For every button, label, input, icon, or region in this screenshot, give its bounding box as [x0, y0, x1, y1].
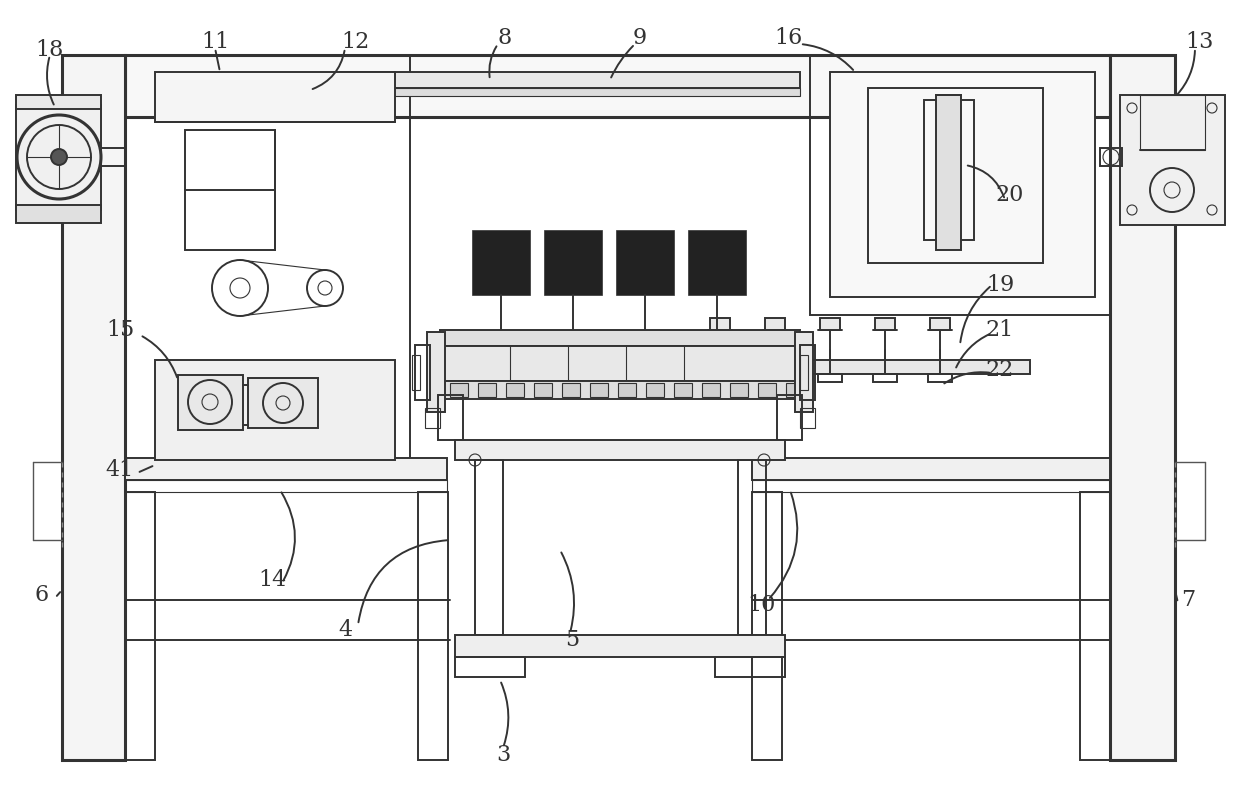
- Bar: [125, 55, 410, 465]
- Text: 5: 5: [565, 629, 579, 651]
- Bar: [758, 383, 776, 397]
- Bar: [415, 345, 430, 400]
- Text: 13: 13: [1185, 31, 1214, 53]
- Bar: [16, 95, 100, 109]
- Bar: [751, 458, 1110, 480]
- Bar: [155, 72, 396, 122]
- Bar: [675, 383, 692, 397]
- Text: 6: 6: [35, 584, 50, 606]
- Bar: [930, 318, 950, 330]
- Bar: [868, 88, 1043, 263]
- Text: 8: 8: [498, 27, 512, 49]
- Bar: [440, 346, 800, 381]
- Bar: [1100, 148, 1122, 166]
- Bar: [427, 332, 445, 412]
- Text: 11: 11: [201, 31, 229, 53]
- Bar: [928, 374, 952, 382]
- Bar: [795, 332, 813, 412]
- Bar: [1120, 95, 1225, 225]
- Bar: [689, 360, 1030, 374]
- Bar: [936, 95, 961, 250]
- Text: 4: 4: [339, 619, 352, 641]
- Bar: [477, 383, 496, 397]
- Bar: [1140, 95, 1205, 150]
- Text: 14: 14: [258, 569, 286, 591]
- Bar: [751, 480, 1110, 492]
- Bar: [16, 205, 100, 223]
- Bar: [800, 355, 808, 390]
- Bar: [544, 230, 601, 295]
- Text: 7: 7: [1180, 589, 1195, 611]
- Bar: [16, 105, 100, 210]
- Text: 9: 9: [632, 27, 647, 49]
- Bar: [800, 408, 815, 428]
- Bar: [125, 55, 1110, 117]
- Bar: [786, 383, 804, 397]
- Bar: [818, 374, 842, 382]
- Bar: [711, 318, 730, 330]
- Bar: [472, 230, 529, 295]
- Bar: [506, 383, 525, 397]
- Text: 21: 21: [986, 319, 1014, 341]
- Bar: [125, 480, 446, 492]
- Text: 15: 15: [105, 319, 134, 341]
- Bar: [340, 88, 800, 96]
- Bar: [455, 635, 785, 657]
- Bar: [830, 72, 1095, 297]
- Bar: [763, 374, 787, 382]
- Bar: [438, 395, 463, 440]
- Bar: [450, 383, 467, 397]
- Bar: [125, 492, 155, 760]
- Bar: [810, 55, 1110, 315]
- Bar: [562, 383, 580, 397]
- Text: 10: 10: [748, 594, 776, 616]
- Bar: [418, 492, 448, 760]
- Bar: [155, 360, 396, 460]
- Bar: [440, 330, 800, 346]
- Bar: [185, 130, 275, 250]
- Bar: [340, 72, 800, 88]
- Bar: [738, 460, 766, 635]
- Bar: [688, 230, 746, 295]
- Bar: [590, 383, 608, 397]
- Text: 12: 12: [341, 31, 370, 53]
- Bar: [715, 657, 785, 677]
- Bar: [708, 374, 732, 382]
- Bar: [1080, 492, 1110, 760]
- Bar: [62, 55, 125, 760]
- Text: 19: 19: [986, 274, 1014, 296]
- Text: 3: 3: [496, 744, 510, 766]
- Circle shape: [51, 149, 67, 165]
- Bar: [436, 381, 804, 399]
- Bar: [125, 458, 446, 480]
- Bar: [873, 374, 897, 382]
- Bar: [1110, 55, 1176, 760]
- Text: 16: 16: [774, 27, 802, 49]
- Bar: [765, 318, 785, 330]
- Bar: [777, 395, 802, 440]
- Bar: [730, 383, 748, 397]
- Bar: [820, 318, 839, 330]
- Bar: [646, 383, 663, 397]
- Bar: [100, 148, 126, 166]
- Bar: [751, 492, 782, 760]
- Text: 18: 18: [36, 39, 64, 61]
- Text: 22: 22: [986, 359, 1014, 381]
- Bar: [179, 375, 243, 430]
- Bar: [248, 378, 317, 428]
- Bar: [534, 383, 552, 397]
- Text: 20: 20: [996, 184, 1024, 206]
- Bar: [412, 355, 420, 390]
- Bar: [618, 383, 636, 397]
- Bar: [875, 318, 895, 330]
- Text: 41: 41: [105, 459, 134, 481]
- Bar: [455, 440, 785, 460]
- Bar: [800, 345, 815, 400]
- Bar: [702, 383, 720, 397]
- Bar: [475, 460, 503, 635]
- Bar: [924, 100, 973, 240]
- Bar: [425, 408, 440, 428]
- Bar: [616, 230, 675, 295]
- Bar: [455, 657, 525, 677]
